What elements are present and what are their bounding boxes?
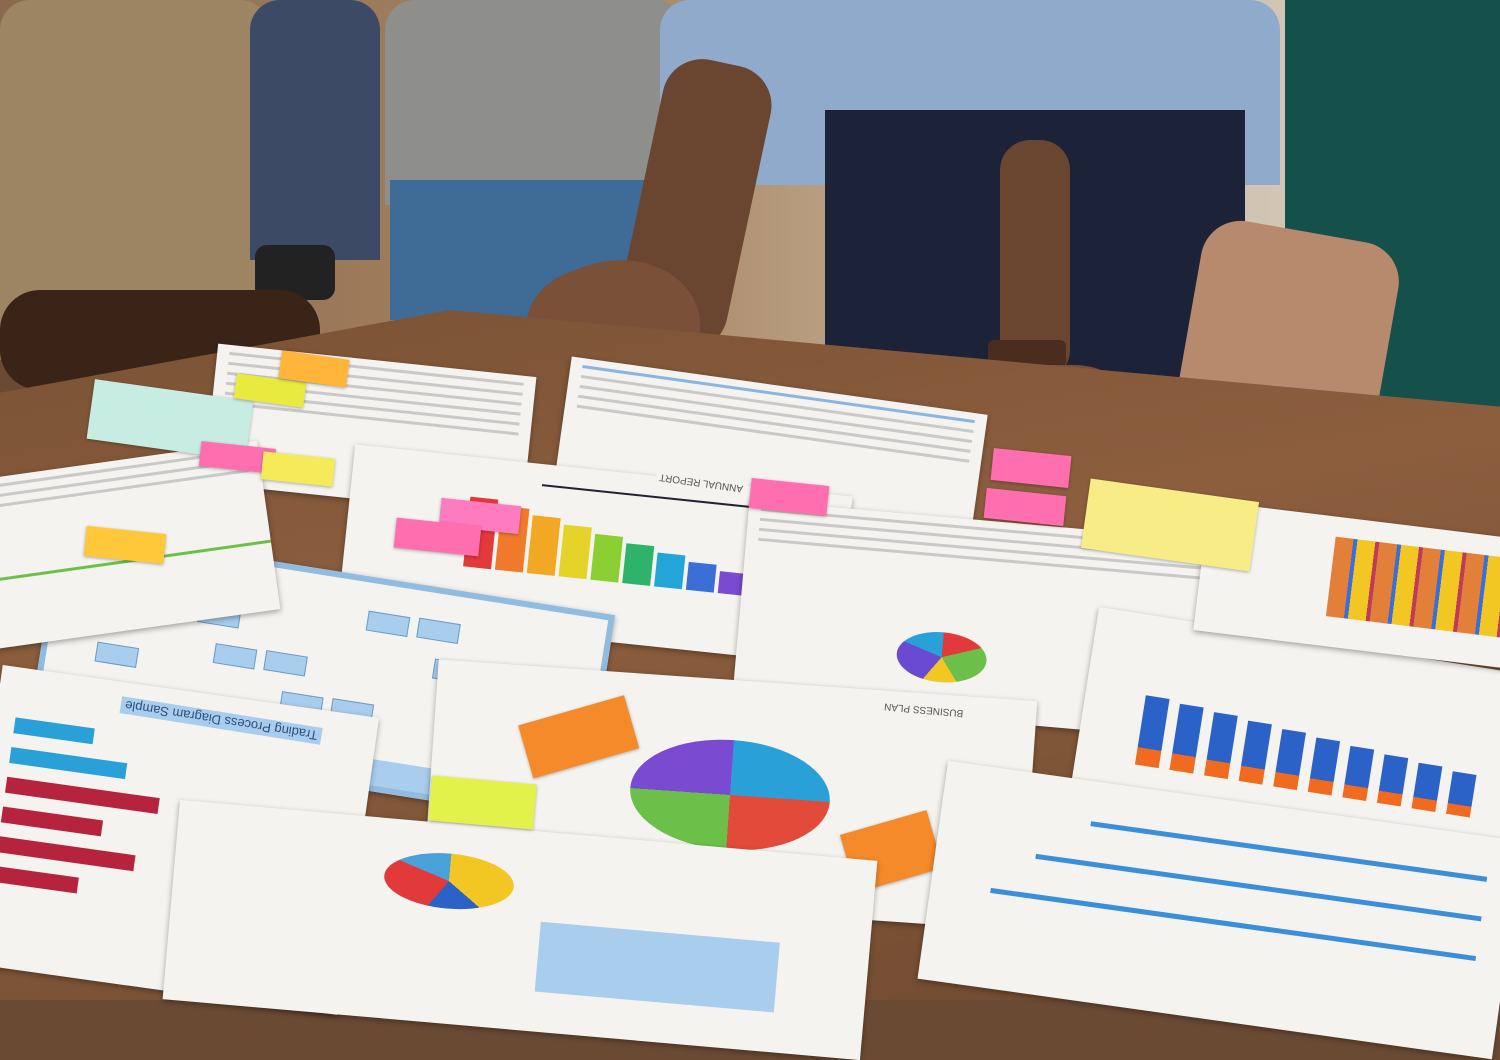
data-table <box>534 921 780 1013</box>
timeline-bar <box>990 887 1477 962</box>
vertical-bar <box>1446 771 1477 818</box>
horizontal-bar <box>9 747 128 780</box>
vertical-bar <box>1169 703 1204 774</box>
flowchart-box <box>365 610 411 637</box>
horizontal-bar <box>0 836 136 872</box>
horizontal-bar <box>0 865 79 894</box>
flowchart-box <box>212 643 258 670</box>
vertical-bar <box>1376 754 1409 807</box>
stacked-bars <box>1325 536 1500 639</box>
person-patterned-sleeve <box>250 0 380 260</box>
person-khaki-pants <box>0 0 270 340</box>
vertical-bar <box>1411 762 1443 812</box>
vertical-bar <box>1204 712 1238 780</box>
person-grey-sweater <box>385 0 685 205</box>
flowchart-box <box>94 641 140 668</box>
horizontal-bar <box>4 776 160 815</box>
horizontal-bar <box>0 806 104 837</box>
vertical-bar <box>1238 720 1272 785</box>
flowchart-box <box>263 650 308 677</box>
vertical-bar <box>1273 729 1306 791</box>
horizontal-bar <box>13 717 95 745</box>
pie-chart <box>894 628 989 687</box>
vertical-bar <box>1134 695 1170 769</box>
orange-label <box>518 695 640 779</box>
flowchart-box <box>416 617 461 644</box>
vertical-bar <box>1342 745 1375 802</box>
timeline-bar <box>1035 853 1482 922</box>
pie-chart <box>381 848 517 915</box>
sticky-note-lime <box>428 775 537 830</box>
vertical-bar <box>1307 737 1341 796</box>
cycle-wheel <box>626 733 834 857</box>
